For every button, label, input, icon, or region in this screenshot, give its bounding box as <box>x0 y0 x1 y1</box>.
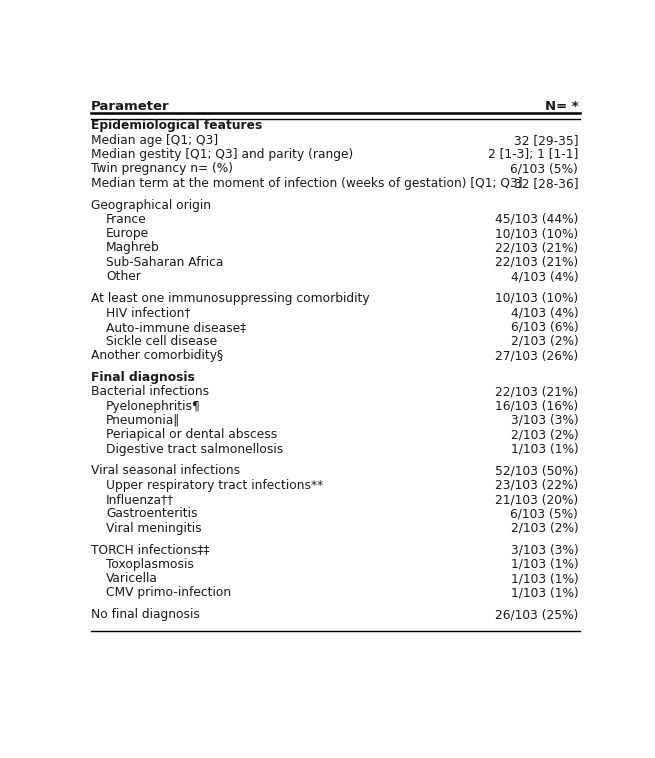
Text: 26/103 (25%): 26/103 (25%) <box>495 608 578 622</box>
Text: Bacterial infections: Bacterial infections <box>91 385 209 399</box>
Text: 1/103 (1%): 1/103 (1%) <box>511 587 578 600</box>
Text: 45/103 (44%): 45/103 (44%) <box>495 213 578 226</box>
Text: Sickle cell disease: Sickle cell disease <box>106 335 217 348</box>
Text: 2/103 (2%): 2/103 (2%) <box>511 522 578 534</box>
Text: HIV infection†: HIV infection† <box>106 306 191 319</box>
Text: Viral meningitis: Viral meningitis <box>106 522 202 534</box>
Text: 1/103 (1%): 1/103 (1%) <box>511 558 578 571</box>
Text: Final diagnosis: Final diagnosis <box>91 371 195 384</box>
Text: 4/103 (4%): 4/103 (4%) <box>511 270 578 283</box>
Text: 16/103 (16%): 16/103 (16%) <box>495 399 578 412</box>
Text: Periapical or dental abscess: Periapical or dental abscess <box>106 428 278 441</box>
Text: 1/103 (1%): 1/103 (1%) <box>511 572 578 585</box>
Text: Geographical origin: Geographical origin <box>91 199 211 211</box>
Text: Median term at the moment of infection (weeks of gestation) [Q1; Q3]: Median term at the moment of infection (… <box>91 177 523 190</box>
Text: 32 [28-36]: 32 [28-36] <box>514 177 578 190</box>
Text: 22/103 (21%): 22/103 (21%) <box>495 385 578 399</box>
Text: Pneumonia‖: Pneumonia‖ <box>106 414 181 427</box>
Text: 27/103 (26%): 27/103 (26%) <box>495 349 578 362</box>
Text: Epidemiological features: Epidemiological features <box>91 120 262 133</box>
Text: 1/103 (1%): 1/103 (1%) <box>511 443 578 456</box>
Text: Other: Other <box>106 270 141 283</box>
Text: Europe: Europe <box>106 227 149 240</box>
Text: Median age [Q1; Q3]: Median age [Q1; Q3] <box>91 133 218 147</box>
Text: 6/103 (5%): 6/103 (5%) <box>510 507 578 520</box>
Text: Toxoplasmosis: Toxoplasmosis <box>106 558 194 571</box>
Text: TORCH infections‡‡: TORCH infections‡‡ <box>91 543 210 556</box>
Text: Viral seasonal infections: Viral seasonal infections <box>91 465 240 478</box>
Text: N= *: N= * <box>545 99 578 113</box>
Text: 32 [29-35]: 32 [29-35] <box>514 133 578 147</box>
Text: 4/103 (4%): 4/103 (4%) <box>511 306 578 319</box>
Text: Auto-immune disease‡: Auto-immune disease‡ <box>106 321 246 334</box>
Text: Twin pregnancy n= (%): Twin pregnancy n= (%) <box>91 162 233 175</box>
Text: Gastroenteritis: Gastroenteritis <box>106 507 198 520</box>
Text: 6/103 (5%): 6/103 (5%) <box>510 162 578 175</box>
Text: 22/103 (21%): 22/103 (21%) <box>495 242 578 255</box>
Text: 10/103 (10%): 10/103 (10%) <box>495 292 578 305</box>
Text: No final diagnosis: No final diagnosis <box>91 608 200 622</box>
Text: 6/103 (6%): 6/103 (6%) <box>511 321 578 334</box>
Text: Digestive tract salmonellosis: Digestive tract salmonellosis <box>106 443 284 456</box>
Text: 3/103 (3%): 3/103 (3%) <box>511 414 578 427</box>
Text: CMV primo-infection: CMV primo-infection <box>106 587 231 600</box>
Text: 22/103 (21%): 22/103 (21%) <box>495 255 578 269</box>
Text: 2 [1-3]; 1 [1-1]: 2 [1-3]; 1 [1-1] <box>488 148 578 161</box>
Text: 3/103 (3%): 3/103 (3%) <box>511 543 578 556</box>
Text: 52/103 (50%): 52/103 (50%) <box>495 465 578 478</box>
Text: At least one immunosuppressing comorbidity: At least one immunosuppressing comorbidi… <box>91 292 369 305</box>
Text: France: France <box>106 213 147 226</box>
Text: Parameter: Parameter <box>91 99 170 113</box>
Text: Median gestity [Q1; Q3] and parity (range): Median gestity [Q1; Q3] and parity (rang… <box>91 148 353 161</box>
Text: Influenza††: Influenza†† <box>106 493 174 506</box>
Text: Another comorbidity§: Another comorbidity§ <box>91 349 223 362</box>
Text: Sub-Saharan Africa: Sub-Saharan Africa <box>106 255 223 269</box>
Text: Pyelonephritis¶: Pyelonephritis¶ <box>106 399 201 412</box>
Text: 2/103 (2%): 2/103 (2%) <box>511 428 578 441</box>
Text: 10/103 (10%): 10/103 (10%) <box>495 227 578 240</box>
Text: 21/103 (20%): 21/103 (20%) <box>495 493 578 506</box>
Text: Varicella: Varicella <box>106 572 158 585</box>
Text: Upper respiratory tract infections**: Upper respiratory tract infections** <box>106 479 324 492</box>
Text: 2/103 (2%): 2/103 (2%) <box>511 335 578 348</box>
Text: Maghreb: Maghreb <box>106 242 160 255</box>
Text: 23/103 (22%): 23/103 (22%) <box>495 479 578 492</box>
